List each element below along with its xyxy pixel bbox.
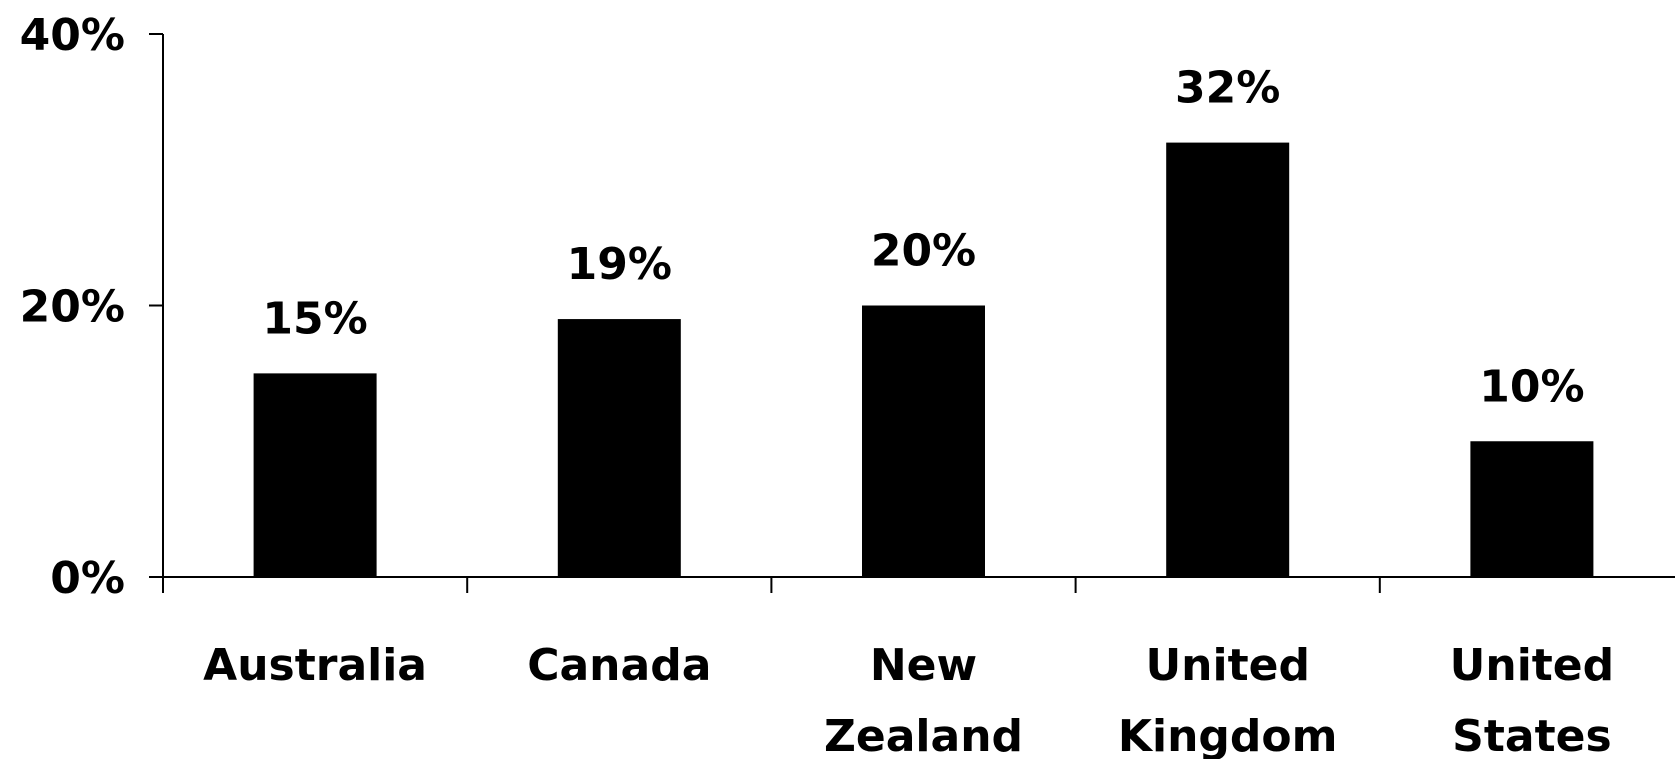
- bar: [1470, 441, 1594, 577]
- bar: [253, 373, 377, 577]
- bar: [557, 319, 681, 577]
- y-tick-label: 20%: [20, 282, 125, 333]
- category-label: United Kingdom: [1118, 640, 1338, 759]
- category-labels: Australia Canada New Zealand United Kingdom Un…: [203, 640, 1614, 759]
- data-label: 19%: [567, 239, 672, 290]
- category-label: Canada: [527, 640, 711, 691]
- category-label: United States: [1450, 640, 1615, 759]
- data-label: 10%: [1479, 361, 1584, 412]
- bars: [253, 142, 1594, 577]
- data-labels: 15% 19% 20% 32% 10%: [262, 63, 1584, 413]
- category-label: Australia: [203, 640, 427, 691]
- category-label: New Zealand: [824, 640, 1023, 759]
- data-label: 15%: [262, 293, 367, 344]
- bar: [1166, 142, 1290, 577]
- x-axis: [162, 576, 1675, 593]
- y-tick-label: 40%: [20, 10, 125, 61]
- y-axis: 0% 20% 40%: [20, 10, 164, 604]
- bar: [862, 305, 985, 577]
- y-tick-label: 0%: [50, 553, 125, 604]
- data-label: 20%: [871, 226, 976, 277]
- data-label: 32%: [1175, 63, 1280, 114]
